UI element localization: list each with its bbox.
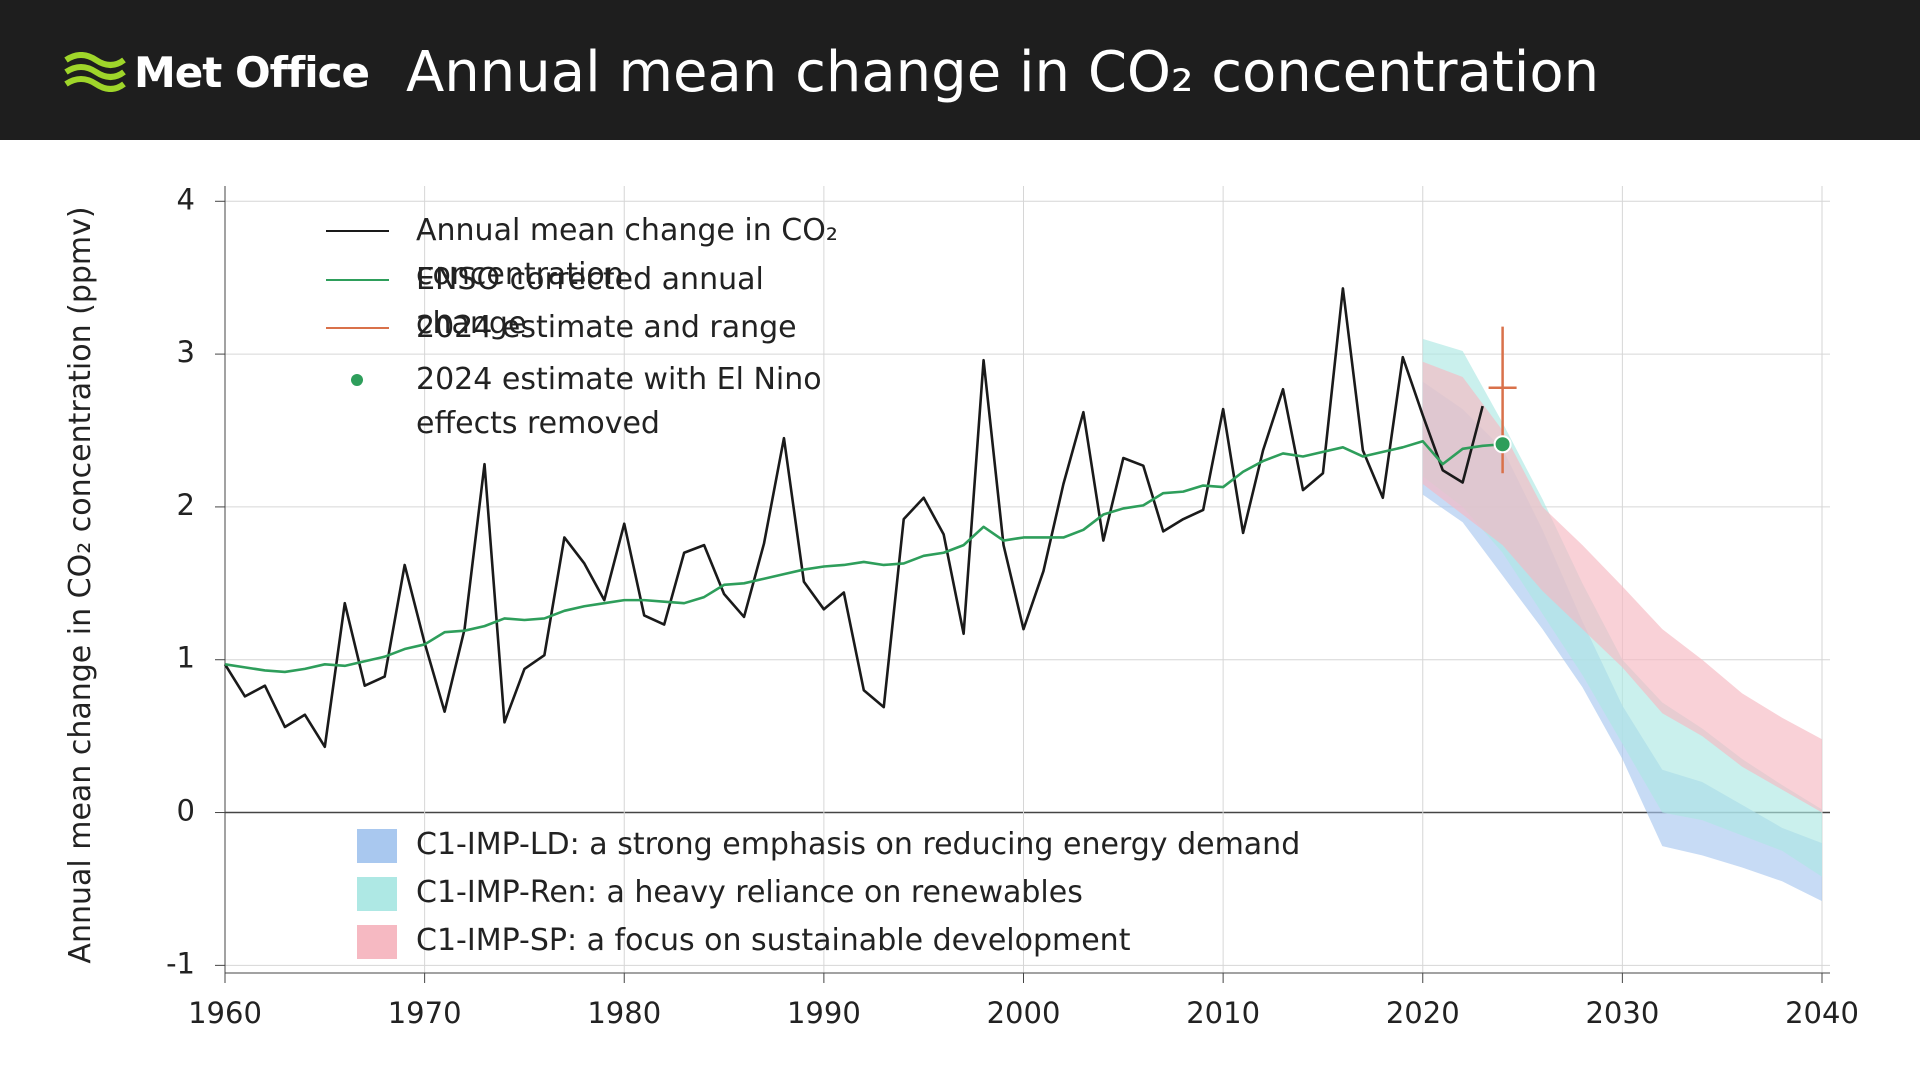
legend-label: C1-IMP-LD: a strong emphasis on reducing… <box>416 827 1301 862</box>
legend-swatch <box>351 374 363 386</box>
el-nino-removed-point <box>1493 435 1512 454</box>
y-tick-label: 3 <box>177 335 195 369</box>
legend-label: C1-IMP-SP: a focus on sustainable develo… <box>416 923 1131 958</box>
y-axis-label: Annual mean change in CO₂ concentration … <box>63 206 98 963</box>
legend-swatch <box>326 279 389 281</box>
chart-title: Annual mean change in CO₂ concentration <box>406 40 1600 105</box>
legend-label: C1-IMP-Ren: a heavy reliance on renewabl… <box>416 875 1083 910</box>
legend-label: 2024 estimate with El Nino effects remov… <box>416 362 822 441</box>
header: Met Office Annual mean change in CO₂ con… <box>0 0 1920 140</box>
x-tick-label: 2010 <box>1186 996 1260 1030</box>
x-tick-label: 2030 <box>1585 996 1659 1030</box>
x-tick-label: 1990 <box>787 996 861 1030</box>
y-tick-label: -1 <box>166 946 195 980</box>
brand: Met Office <box>134 48 370 97</box>
x-tick-label: 1970 <box>388 996 462 1030</box>
x-tick-label: 2000 <box>987 996 1061 1030</box>
x-tick-label: 1960 <box>188 996 262 1030</box>
legend-swatch <box>357 829 397 863</box>
legend-swatch <box>357 925 397 959</box>
y-tick-label: 0 <box>177 794 195 828</box>
series-line <box>224 439 1503 674</box>
x-tick-label: 2020 <box>1386 996 1460 1030</box>
legend-label: Annual mean change in CO₂ concentration <box>416 213 838 292</box>
legend-label: ENSO corrected annual change <box>416 262 764 341</box>
legend-swatch <box>326 230 389 232</box>
legend-swatch <box>326 327 389 329</box>
y-tick-label: 2 <box>177 488 195 522</box>
legend-swatch <box>357 877 397 911</box>
x-tick-label: 2040 <box>1785 996 1859 1030</box>
y-tick-label: 4 <box>177 182 195 216</box>
series-line <box>223 287 1484 749</box>
y-tick-label: 1 <box>177 641 195 675</box>
x-tick-label: 1980 <box>587 996 661 1030</box>
legend-label: 2024 estimate and range <box>416 310 797 345</box>
logo <box>64 52 126 92</box>
scenario-band <box>1422 361 1822 813</box>
